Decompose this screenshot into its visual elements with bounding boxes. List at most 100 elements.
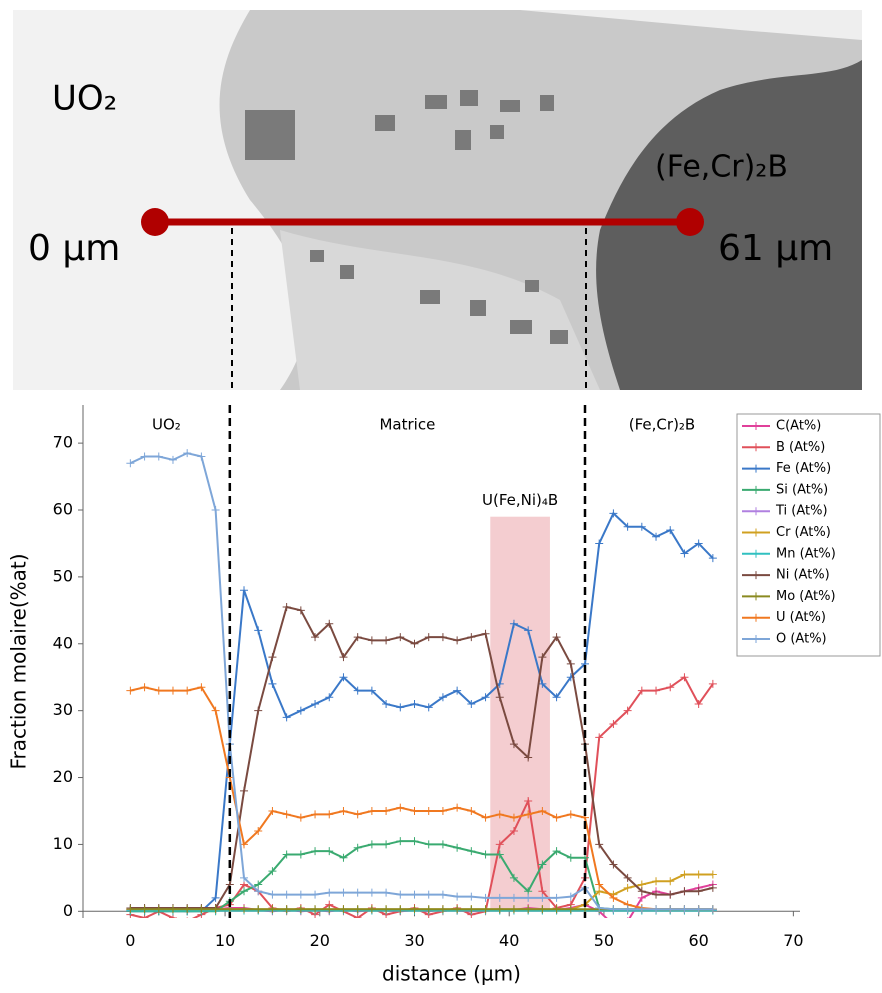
legend-marker [752, 507, 760, 516]
legend-marker [752, 528, 760, 537]
data-point [268, 890, 277, 899]
data-point [495, 693, 504, 702]
data-point [524, 905, 533, 914]
data-point [453, 905, 462, 914]
data-point [467, 905, 476, 914]
data-point [538, 806, 547, 815]
data-point [637, 880, 646, 889]
legend-marker [752, 422, 760, 430]
data-point [197, 905, 206, 914]
data-point [382, 806, 391, 815]
legend-label: O (At%) [776, 632, 827, 647]
x-tick-label: 70 [783, 931, 803, 950]
data-point [495, 840, 504, 849]
data-point [396, 803, 405, 812]
y-tick-label: 0 [63, 901, 73, 920]
data-point [595, 539, 604, 548]
data-point [183, 686, 192, 695]
data-point [481, 893, 490, 902]
data-point [524, 626, 533, 635]
data-point [538, 905, 547, 914]
data-point [325, 619, 334, 628]
data-point [509, 619, 518, 628]
scan-end [676, 208, 704, 236]
scan-start-label: 0 µm [28, 228, 120, 269]
data-point [211, 893, 220, 902]
chart: U(Fe,Ni)₄B 0 10 20 30 40 50 60 70 0 10 20 30 40 50 60 70… [7, 405, 881, 986]
y-tick-label: 50 [53, 566, 73, 585]
data-point [353, 686, 362, 695]
data-point [652, 686, 661, 695]
data-point [254, 905, 263, 914]
data-point [339, 673, 348, 682]
x-tick-label: 0 [125, 931, 135, 950]
data-point [708, 679, 717, 688]
data-point [552, 693, 561, 702]
data-point [325, 905, 334, 914]
data-point [566, 892, 575, 901]
data-point [467, 892, 476, 901]
data-point [396, 890, 405, 899]
data-point [438, 890, 447, 899]
data-point [538, 653, 547, 662]
data-point [481, 629, 490, 638]
light-matrix [280, 230, 600, 390]
series-line [130, 605, 714, 909]
data-point [652, 905, 661, 914]
data-point [339, 653, 348, 662]
data-point [637, 522, 646, 531]
data-point [183, 905, 192, 914]
data-point [694, 699, 703, 708]
data-point [410, 905, 419, 914]
legend-marker [752, 464, 760, 473]
data-point [282, 602, 291, 611]
y-tick-label: 60 [53, 500, 73, 519]
data-point [467, 806, 476, 815]
highlight-label: U(Fe,Ni)₄B [482, 491, 558, 509]
data-point [353, 905, 362, 914]
x-tick-label: 60 [688, 931, 708, 950]
data-point [311, 847, 320, 856]
data-point [524, 887, 533, 896]
region-label: UO₂ [152, 416, 181, 434]
data-point [666, 526, 675, 535]
legend-marker [752, 485, 760, 494]
data-point [154, 452, 163, 461]
highlight-band [490, 516, 550, 912]
data-point [623, 883, 632, 892]
data-point [382, 905, 391, 914]
data-point [410, 837, 419, 846]
inclusions [245, 90, 568, 344]
data-point [453, 843, 462, 852]
data-point [240, 905, 249, 914]
data-point [566, 810, 575, 819]
data-point [410, 890, 419, 899]
data-point [509, 827, 518, 836]
data-point [367, 806, 376, 815]
data-point [339, 806, 348, 815]
data-point [311, 905, 320, 914]
plot-area [126, 449, 717, 918]
data-point [652, 532, 661, 541]
data-point [708, 554, 717, 563]
data-point [325, 810, 334, 819]
data-point [367, 636, 376, 645]
data-point [382, 699, 391, 708]
data-point [595, 903, 604, 912]
data-point [623, 706, 632, 715]
data-point [438, 840, 447, 849]
data-point [140, 683, 149, 692]
data-point [652, 890, 661, 899]
data-point [296, 706, 305, 715]
data-point [211, 706, 220, 715]
data-point [438, 905, 447, 914]
y-tick-label: 10 [53, 834, 73, 853]
data-point [296, 813, 305, 822]
data-point [524, 796, 533, 805]
data-point [453, 636, 462, 645]
data-point [495, 905, 504, 914]
data-point [154, 686, 163, 695]
data-point [666, 890, 675, 899]
data-point [126, 459, 135, 468]
data-point [211, 905, 220, 914]
